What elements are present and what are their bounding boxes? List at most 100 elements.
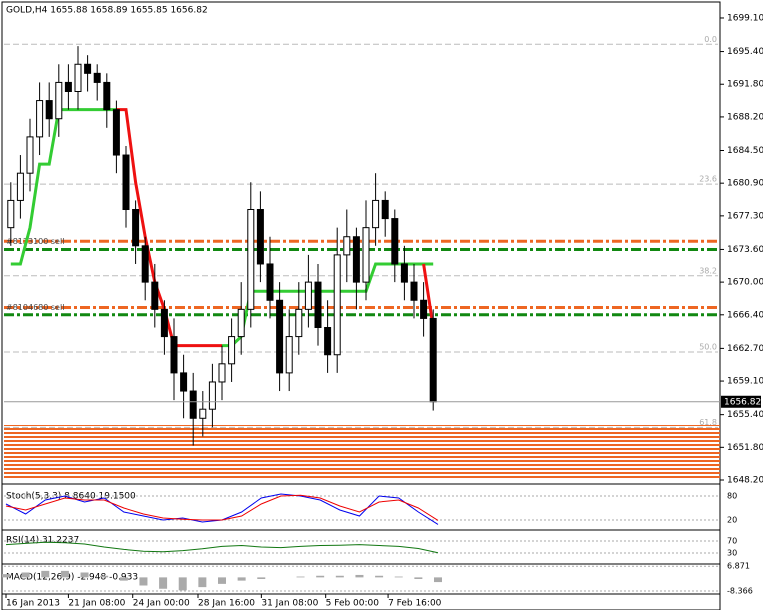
y-tick-label: 1673.60 — [727, 245, 763, 255]
candle-body — [74, 63, 82, 92]
y-tick-label: 1680.90 — [727, 179, 763, 189]
rsi-title: RSI(14) 31.2237 — [6, 536, 79, 546]
y-tick-label: -8.366 — [727, 586, 753, 595]
y-tick-label: 1662.70 — [727, 344, 763, 354]
fibo-label: 23.6 — [699, 175, 717, 184]
candle-body — [93, 72, 101, 83]
candle-body — [160, 308, 168, 338]
candle-body — [170, 336, 178, 374]
y-tick-label: 1666.40 — [727, 310, 763, 320]
y-tick-label: 1677.30 — [727, 211, 763, 221]
macd-bar — [434, 577, 442, 583]
macd-bar — [316, 575, 325, 578]
y-tick-label: 6.871 — [727, 562, 750, 571]
macd-bar — [178, 577, 187, 591]
x-tick-label: 7 Feb 16:00 — [388, 599, 442, 609]
candle-body — [352, 236, 360, 283]
y-tick-label: 1699.10 — [727, 13, 763, 23]
indicator-line — [5, 541, 439, 554]
y-tick-label: 20 — [727, 516, 737, 525]
y-tick-label: 1659.10 — [727, 377, 763, 387]
y-tick-label: 30 — [727, 549, 737, 558]
x-tick-label: 16 Jan 2013 — [6, 599, 60, 609]
y-tick-label: 1651.80 — [727, 443, 763, 453]
candle-body — [16, 172, 24, 201]
candle-body — [324, 327, 332, 356]
y-tick-label: 1684.50 — [727, 146, 763, 156]
indicator-line — [5, 494, 439, 521]
candle-body — [208, 381, 216, 410]
x-tick-label: 24 Jan 00:00 — [133, 599, 190, 609]
y-tick-label: 1691.80 — [727, 80, 763, 90]
candle-body — [112, 109, 120, 156]
candle-body — [381, 199, 389, 220]
macd-bar — [119, 577, 128, 581]
macd-bar — [335, 575, 344, 578]
trend-line — [116, 108, 435, 348]
candle-body — [410, 281, 418, 301]
candle-body — [429, 317, 437, 403]
macd-bar — [139, 577, 148, 586]
macd-bar — [375, 575, 384, 578]
chart-title: GOLD,H4 1655.88 1658.89 1655.85 1656.82 — [6, 6, 208, 16]
candle-body — [333, 254, 341, 356]
y-tick-label: 1648.20 — [727, 476, 763, 486]
x-tick-label: 28 Jan 16:00 — [198, 599, 255, 609]
macd-bar — [296, 576, 305, 578]
fibo-label: 0.0 — [704, 35, 717, 44]
macd-bar — [394, 576, 403, 578]
candle-body — [132, 209, 140, 247]
macd-title: MACD(12,26,9) -2.948 -0.933 — [6, 573, 138, 583]
candle-body — [122, 154, 130, 211]
x-tick-label: 5 Feb 00:00 — [326, 599, 380, 609]
candle-body — [26, 136, 34, 174]
macd-bar — [355, 574, 364, 578]
stoch-title: Stoch(5,3,3) 8.8640 19.1500 — [6, 492, 136, 502]
candle-body — [84, 63, 92, 74]
fibo-label: 38.2 — [699, 266, 717, 275]
y-tick-label: 1688.20 — [727, 112, 763, 122]
candle-body — [362, 227, 370, 283]
fibo-zone — [4, 425, 720, 478]
fibo-label: 50.0 — [699, 343, 717, 352]
order-label: #8104680 sell — [6, 303, 64, 312]
candle-body — [228, 336, 236, 365]
last-price-box — [721, 395, 761, 408]
candle-body — [237, 308, 245, 338]
y-tick-label: 1695.40 — [727, 47, 763, 57]
candle-body — [189, 390, 197, 419]
candle-body — [304, 281, 312, 310]
candle-body — [343, 236, 351, 256]
macd-bar — [159, 577, 168, 589]
macd-bar — [60, 570, 69, 578]
macd-bar — [218, 577, 226, 584]
x-tick-label: 31 Jan 08:00 — [261, 599, 318, 609]
macd-bar — [257, 577, 266, 579]
macd-bar — [80, 572, 89, 578]
candle-body — [295, 308, 303, 338]
last-price-label: 1656.82 — [724, 397, 761, 407]
frame — [1, 1, 721, 610]
order-label: #8133100 sell — [6, 237, 64, 246]
candle-body — [400, 263, 408, 283]
x-tick-label: 21 Jan 08:00 — [68, 599, 125, 609]
candle-body — [55, 81, 63, 120]
macd-bar — [2, 574, 10, 578]
candle-body — [141, 245, 149, 283]
candle-body — [314, 281, 322, 329]
candle-body — [218, 363, 226, 383]
candle-body — [372, 199, 380, 229]
y-tick-label: 1670.00 — [727, 278, 763, 288]
candle-body — [151, 281, 159, 310]
macd-bar — [414, 577, 423, 579]
candle-body — [285, 336, 293, 374]
y-tick-label: 80 — [727, 492, 737, 501]
candle-body — [7, 199, 15, 229]
y-tick-label: 1655.40 — [727, 410, 763, 420]
candle-body — [391, 218, 399, 265]
y-tick-label: 70 — [727, 537, 737, 546]
candle-body — [247, 209, 255, 310]
candle-body — [276, 299, 284, 374]
candle-body — [266, 263, 274, 301]
